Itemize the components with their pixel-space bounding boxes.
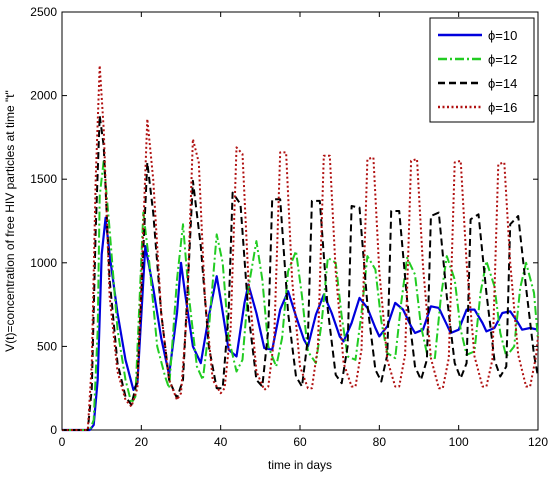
y-tick-label: 1500 bbox=[30, 172, 57, 186]
series-line-3 bbox=[62, 114, 539, 431]
x-tick-label: 120 bbox=[528, 435, 548, 449]
legend-label-2: ϕ=12 bbox=[488, 52, 517, 67]
y-axis-label: V(t)=concentration of free HIV particles… bbox=[3, 90, 17, 352]
y-tick-label: 2500 bbox=[30, 5, 57, 19]
legend-label-3: ϕ=14 bbox=[488, 76, 517, 91]
x-tick-label: 80 bbox=[373, 435, 387, 449]
legend: ϕ=10 ϕ=12 ϕ=14 ϕ=16 bbox=[429, 17, 535, 123]
x-tick-label: 0 bbox=[59, 435, 66, 449]
x-tick-label: 60 bbox=[293, 435, 307, 449]
y-tick-label: 1000 bbox=[30, 256, 57, 270]
legend-label-1: ϕ=10 bbox=[488, 28, 517, 43]
legend-label-4: ϕ=16 bbox=[488, 100, 517, 115]
series-line-2 bbox=[62, 159, 539, 431]
y-tick-label: 2000 bbox=[30, 89, 57, 103]
legend-box bbox=[429, 17, 535, 123]
series-line-4 bbox=[62, 64, 539, 431]
x-axis-label: time in days bbox=[268, 458, 332, 472]
x-tick-label: 40 bbox=[214, 435, 228, 449]
series-line-1 bbox=[62, 216, 539, 432]
y-tick-label: 0 bbox=[50, 423, 57, 437]
series-layer bbox=[62, 64, 539, 432]
x-tick-label: 20 bbox=[135, 435, 149, 449]
y-tick-label: 500 bbox=[37, 339, 57, 353]
x-tick-label: 100 bbox=[449, 435, 469, 449]
ticks-layer: 0 20 40 60 80 100 120 0 500 1000 1500 2000 2500 bbox=[30, 5, 548, 449]
